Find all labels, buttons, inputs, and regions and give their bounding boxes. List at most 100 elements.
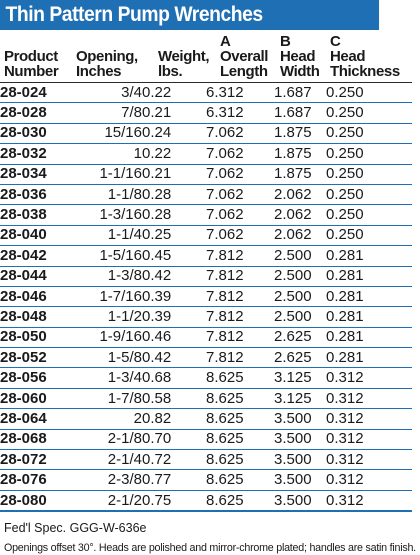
weight-header: Weight, lbs. <box>142 32 209 83</box>
header-line2: Overall <box>220 48 269 65</box>
overall-length-cell: 6.312 <box>206 82 274 104</box>
header-line3: Inches <box>76 63 122 80</box>
product-number-cell: 28-046 <box>0 286 66 308</box>
head-width-cell: 2.062 <box>274 204 326 226</box>
table-row: 28-036 1-1/8 0.28 7.062 2.062 0.250 <box>0 184 412 206</box>
header-line1: B <box>280 33 291 50</box>
head-width-cell: 2.062 <box>274 225 326 247</box>
product-number-cell: 28-052 <box>0 347 66 369</box>
head-thickness-cell: 0.250 <box>326 102 412 124</box>
table-row: 28-056 1-3/4 0.68 8.625 3.125 0.312 <box>0 367 412 389</box>
head-width-cell: 1.875 <box>274 164 326 185</box>
table-row: 28-046 1-7/16 0.39 7.812 2.500 0.281 <box>0 286 412 308</box>
weight-cell: 0.45 <box>142 245 206 267</box>
opening-cell: 1-1/16 <box>66 164 142 185</box>
opening-cell: 2-1/4 <box>66 449 142 471</box>
table-row: 28-040 1-1/4 0.25 7.062 2.062 0.250 <box>0 225 412 247</box>
table-row: 28-064 2 0.82 8.625 3.500 0.312 <box>0 408 412 430</box>
product-number-cell: 28-040 <box>0 225 66 247</box>
product-number-cell: 28-028 <box>0 102 66 124</box>
overall-length-cell: 8.625 <box>206 367 274 389</box>
header-line1: A <box>220 33 231 50</box>
header-line2: Head <box>330 48 366 65</box>
head-thickness-cell: 0.312 <box>326 449 412 471</box>
head-thickness-cell: 0.250 <box>326 164 412 185</box>
overall-length-cell: 7.812 <box>206 266 274 287</box>
head-width-cell: 2.625 <box>274 347 326 369</box>
opening-cell: 1-5/16 <box>66 245 142 267</box>
weight-cell: 0.82 <box>142 408 206 430</box>
header-line1 <box>4 34 66 49</box>
head-width-cell: 2.500 <box>274 266 326 287</box>
head-thickness-cell: 0.250 <box>326 225 412 247</box>
opening-cell: 1-1/2 <box>66 306 142 328</box>
head-width-cell: 2.500 <box>274 286 326 308</box>
table-row: 28-034 1-1/16 0.21 7.062 1.875 0.250 <box>0 164 412 185</box>
overall-length-cell: 6.312 <box>206 102 274 124</box>
table-row: 28-038 1-3/16 0.28 7.062 2.062 0.250 <box>0 204 412 226</box>
product-number-header: Product Number <box>0 32 66 83</box>
head-width-cell: 3.500 <box>274 408 326 430</box>
opening-cell: 1-5/8 <box>66 347 142 369</box>
header-row: Product Number Opening, Inches Weight, lbs.… <box>0 32 412 83</box>
overall-length-cell: 8.625 <box>206 490 274 513</box>
weight-cell: 0.39 <box>142 306 206 328</box>
opening-cell: 1-9/16 <box>66 327 142 349</box>
product-number-cell: 28-030 <box>0 123 66 145</box>
overall-length-cell: 8.625 <box>206 469 274 491</box>
product-number-cell: 28-024 <box>0 82 66 104</box>
overall-length-cell: 7.812 <box>206 347 274 369</box>
weight-cell: 0.28 <box>142 204 206 226</box>
weight-cell: 0.28 <box>142 184 206 206</box>
opening-cell: 1-7/8 <box>66 388 142 410</box>
table-row: 28-044 1-3/8 0.42 7.812 2.500 0.281 <box>0 266 412 287</box>
opening-cell: 1-3/4 <box>66 367 142 389</box>
head-thickness-cell: 0.281 <box>326 347 412 369</box>
overall-length-cell: 7.812 <box>206 245 274 267</box>
head-thickness-cell: 0.281 <box>326 286 412 308</box>
opening-cell: 1 <box>66 143 142 165</box>
weight-cell: 0.42 <box>142 266 206 287</box>
opening-cell: 1-1/8 <box>66 184 142 206</box>
opening-cell: 2-1/2 <box>66 490 142 513</box>
weight-cell: 0.21 <box>142 102 206 124</box>
spec-table: Product Number Opening, Inches Weight, lbs.… <box>0 32 412 513</box>
head-width-cell: 1.687 <box>274 82 326 104</box>
opening-header: Opening, Inches <box>66 32 142 83</box>
overall-length-cell: 8.625 <box>206 388 274 410</box>
header-line1 <box>76 34 142 49</box>
product-number-cell: 28-034 <box>0 164 66 185</box>
table-row: 28-080 2-1/2 0.75 8.625 3.500 0.312 <box>0 490 412 513</box>
overall-length-cell: 7.062 <box>206 204 274 226</box>
product-number-cell: 28-048 <box>0 306 66 328</box>
overall-length-header: A Overall Length <box>206 32 274 83</box>
table-row: 28-072 2-1/4 0.72 8.625 3.500 0.312 <box>0 449 412 471</box>
head-thickness-cell: 0.250 <box>326 82 412 104</box>
weight-cell: 0.25 <box>142 225 206 247</box>
head-thickness-cell: 0.281 <box>326 306 412 328</box>
header-line3: Length <box>220 63 268 80</box>
header-line1 <box>158 34 206 49</box>
weight-cell: 0.58 <box>142 388 206 410</box>
head-width-cell: 2.500 <box>274 245 326 267</box>
head-width-cell: 1.875 <box>274 123 326 145</box>
header-line2: Product <box>4 48 58 65</box>
table-row: 28-052 1-5/8 0.42 7.812 2.625 0.281 <box>0 347 412 369</box>
overall-length-cell: 8.625 <box>206 408 274 430</box>
product-number-cell: 28-042 <box>0 245 66 267</box>
weight-cell: 0.72 <box>142 449 206 471</box>
table-row: 28-060 1-7/8 0.58 8.625 3.125 0.312 <box>0 388 412 410</box>
head-thickness-cell: 0.312 <box>326 490 412 513</box>
weight-cell: 0.70 <box>142 429 206 451</box>
weight-cell: 0.22 <box>142 143 206 165</box>
head-width-header: B Head Width <box>274 32 326 83</box>
head-thickness-cell: 0.312 <box>326 429 412 451</box>
head-width-cell: 3.125 <box>274 388 326 410</box>
head-thickness-cell: 0.250 <box>326 123 412 145</box>
head-width-cell: 1.875 <box>274 143 326 165</box>
head-thickness-cell: 0.250 <box>326 204 412 226</box>
table-row: 28-024 3/4 0.22 6.312 1.687 0.250 <box>0 82 412 104</box>
overall-length-cell: 7.812 <box>206 286 274 308</box>
table-row: 28-050 1-9/16 0.46 7.812 2.625 0.281 <box>0 327 412 349</box>
